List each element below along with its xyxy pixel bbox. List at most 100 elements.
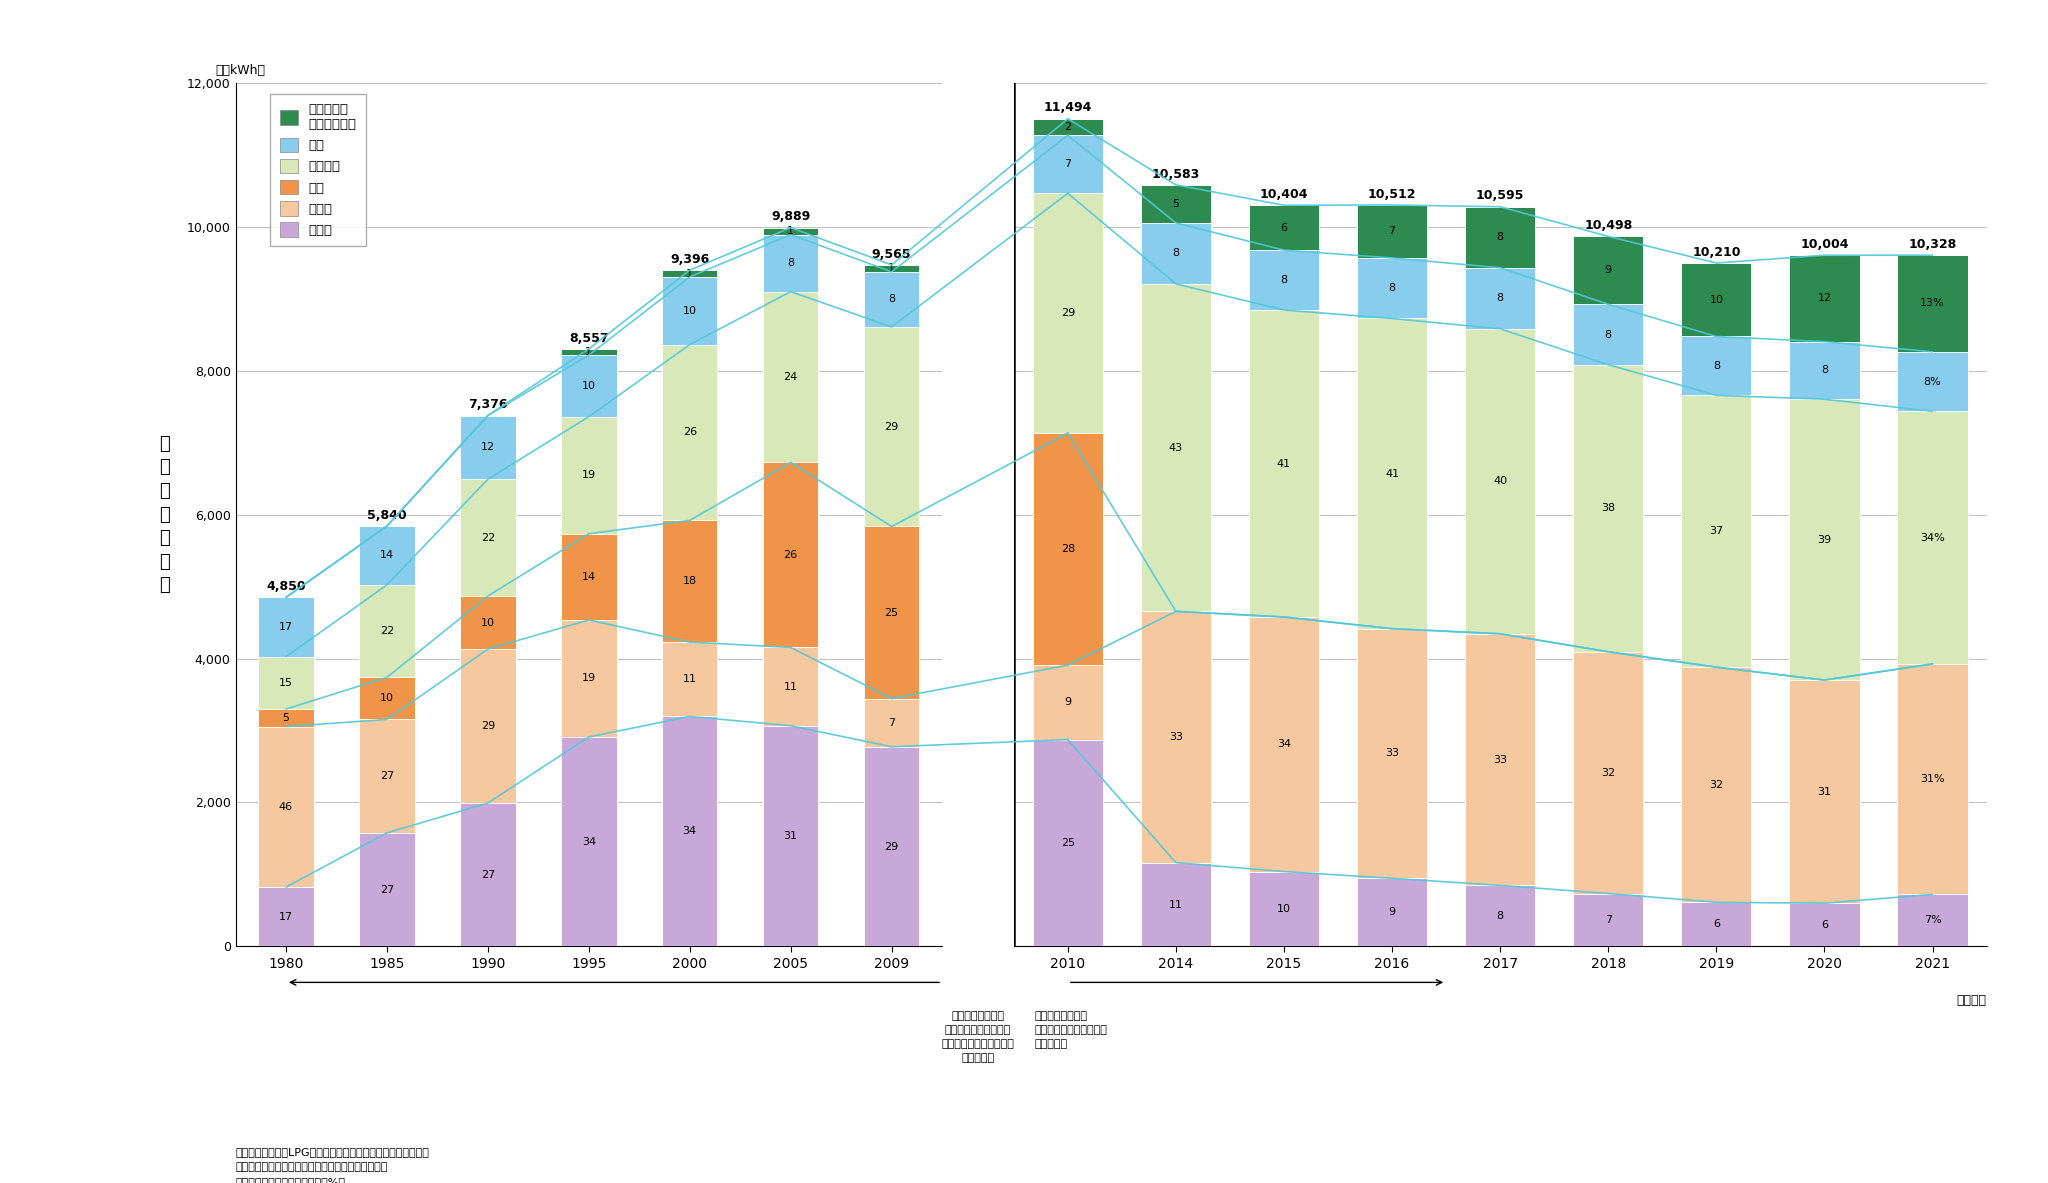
- Bar: [1573, 304, 1642, 364]
- Bar: [1032, 135, 1104, 193]
- Text: 34: 34: [582, 836, 596, 847]
- Text: 27: 27: [481, 870, 496, 880]
- Bar: [1464, 885, 1536, 946]
- Bar: [1249, 618, 1319, 872]
- Text: 29: 29: [885, 841, 899, 852]
- Text: 10,404: 10,404: [1260, 188, 1309, 201]
- Bar: [864, 327, 920, 526]
- Text: 29: 29: [481, 722, 496, 731]
- Text: （年度）: （年度）: [1956, 994, 1987, 1007]
- Text: 33: 33: [1493, 755, 1507, 764]
- Text: 10,512: 10,512: [1368, 188, 1417, 201]
- Text: 25: 25: [1061, 838, 1075, 848]
- Bar: [1249, 872, 1319, 946]
- Bar: [662, 344, 717, 521]
- Text: 24: 24: [784, 371, 799, 382]
- Text: 29: 29: [1061, 309, 1075, 318]
- Text: 10,498: 10,498: [1583, 219, 1632, 232]
- Bar: [764, 463, 819, 647]
- Bar: [258, 709, 313, 726]
- Bar: [1358, 205, 1427, 258]
- Text: 31%: 31%: [1921, 774, 1946, 784]
- Text: 8: 8: [889, 295, 895, 304]
- Bar: [1896, 664, 1968, 894]
- Bar: [662, 717, 717, 946]
- Text: 9: 9: [1065, 697, 1071, 707]
- Text: 8: 8: [1712, 361, 1720, 371]
- Bar: [461, 479, 516, 596]
- Text: 5: 5: [1171, 199, 1180, 209]
- Bar: [1358, 628, 1427, 878]
- Text: 8: 8: [1497, 293, 1503, 303]
- Text: 8,557: 8,557: [569, 331, 608, 344]
- Bar: [1032, 433, 1104, 665]
- Text: 33: 33: [1169, 732, 1184, 742]
- Bar: [1790, 680, 1860, 904]
- Bar: [764, 725, 819, 946]
- Text: 5: 5: [283, 713, 289, 723]
- Text: （億kWh）: （億kWh）: [215, 64, 264, 77]
- Bar: [358, 678, 414, 719]
- Text: 13%: 13%: [1921, 298, 1946, 309]
- Bar: [764, 234, 819, 292]
- Text: 7: 7: [889, 718, 895, 728]
- Bar: [358, 584, 414, 678]
- Text: 9: 9: [1389, 907, 1395, 917]
- Bar: [1896, 351, 1968, 412]
- Bar: [561, 349, 616, 355]
- Text: 25: 25: [885, 608, 899, 618]
- Bar: [864, 272, 920, 327]
- Text: 8: 8: [1497, 911, 1503, 920]
- Text: （注）石油等にはLPG、その他ガスおよび瀝青質混合物を含む
　　四捨五入の関係で合計値が合わない場合がある
　　グラフ内の数値は構成比（%）: （注）石油等にはLPG、その他ガスおよび瀝青質混合物を含む 四捨五入の関係で合計…: [236, 1148, 430, 1183]
- Text: 41: 41: [1276, 459, 1290, 468]
- Bar: [1249, 205, 1319, 250]
- Text: 9,889: 9,889: [770, 211, 811, 224]
- Text: 1: 1: [686, 269, 692, 278]
- Text: 37: 37: [1710, 526, 1724, 536]
- Text: 26: 26: [784, 550, 799, 560]
- Text: 22: 22: [481, 532, 496, 543]
- Bar: [662, 270, 717, 277]
- Bar: [1896, 412, 1968, 664]
- Text: 6: 6: [1712, 919, 1720, 930]
- Text: 8: 8: [1389, 283, 1395, 293]
- Text: 12: 12: [1817, 293, 1831, 304]
- Text: 7,376: 7,376: [469, 399, 508, 412]
- Bar: [864, 698, 920, 746]
- Text: 41: 41: [1384, 468, 1399, 479]
- Text: 8: 8: [1606, 330, 1612, 340]
- Bar: [1141, 185, 1210, 222]
- Text: 8: 8: [786, 258, 795, 269]
- Text: 11: 11: [1169, 899, 1184, 910]
- Bar: [1464, 634, 1536, 885]
- Bar: [1032, 193, 1104, 433]
- Text: 17: 17: [279, 912, 293, 922]
- Text: 10,328: 10,328: [1909, 238, 1956, 251]
- Text: 40: 40: [1493, 477, 1507, 486]
- Bar: [358, 833, 414, 946]
- Bar: [764, 647, 819, 725]
- Bar: [561, 737, 616, 946]
- Bar: [764, 227, 819, 234]
- Bar: [1573, 893, 1642, 946]
- Bar: [1032, 739, 1104, 946]
- Text: 10: 10: [1710, 295, 1722, 305]
- Bar: [1681, 667, 1751, 903]
- Bar: [1464, 207, 1536, 267]
- Text: 10,583: 10,583: [1151, 168, 1200, 181]
- Bar: [461, 803, 516, 946]
- Text: 11: 11: [682, 674, 696, 684]
- Text: 4,850: 4,850: [266, 580, 305, 593]
- Text: 38: 38: [1602, 503, 1616, 513]
- Bar: [1681, 263, 1751, 336]
- Bar: [1358, 878, 1427, 946]
- Bar: [258, 887, 313, 946]
- Bar: [561, 620, 616, 737]
- Text: 1: 1: [889, 264, 895, 273]
- Text: 32: 32: [1602, 768, 1616, 777]
- Bar: [461, 596, 516, 649]
- Bar: [1249, 250, 1319, 310]
- Bar: [561, 416, 616, 534]
- Text: 6: 6: [1280, 222, 1288, 233]
- Text: 8: 8: [1171, 248, 1180, 258]
